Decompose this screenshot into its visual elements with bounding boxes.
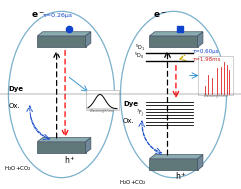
Text: τ=0.26μs: τ=0.26μs bbox=[42, 13, 72, 18]
Polygon shape bbox=[37, 142, 86, 153]
Polygon shape bbox=[37, 32, 91, 36]
Text: τ=1.98ms: τ=1.98ms bbox=[193, 57, 221, 62]
Polygon shape bbox=[86, 32, 91, 47]
FancyBboxPatch shape bbox=[198, 56, 233, 95]
Text: H$_2$O+CO$_2$: H$_2$O+CO$_2$ bbox=[119, 178, 147, 187]
Text: h$^+$: h$^+$ bbox=[64, 154, 76, 166]
Text: Ox.: Ox. bbox=[123, 118, 135, 124]
Polygon shape bbox=[149, 36, 198, 47]
Text: $^5$D$_1$: $^5$D$_1$ bbox=[134, 43, 145, 53]
Polygon shape bbox=[37, 36, 86, 47]
Text: Dye: Dye bbox=[8, 86, 24, 92]
Text: Ox.: Ox. bbox=[8, 103, 20, 109]
Text: Dye: Dye bbox=[123, 101, 138, 107]
Text: τ=0.60μs: τ=0.60μs bbox=[193, 50, 219, 54]
Polygon shape bbox=[198, 32, 203, 47]
Text: Wavelength (nm): Wavelength (nm) bbox=[204, 94, 228, 98]
Polygon shape bbox=[198, 155, 203, 170]
FancyBboxPatch shape bbox=[86, 90, 119, 110]
Polygon shape bbox=[149, 159, 198, 170]
Polygon shape bbox=[149, 32, 203, 36]
Polygon shape bbox=[86, 138, 91, 153]
Text: e$^-$: e$^-$ bbox=[31, 10, 45, 20]
Text: H$_2$O+CO$_2$: H$_2$O+CO$_2$ bbox=[4, 164, 32, 173]
Text: e$^-$: e$^-$ bbox=[153, 10, 167, 20]
Polygon shape bbox=[37, 138, 91, 142]
Text: Wavelength (nm): Wavelength (nm) bbox=[90, 109, 114, 113]
Text: $^7$F$_J$: $^7$F$_J$ bbox=[136, 108, 145, 119]
Text: $^5$D$_0$: $^5$D$_0$ bbox=[134, 51, 145, 61]
Text: h$^+$: h$^+$ bbox=[175, 170, 187, 182]
Polygon shape bbox=[149, 155, 203, 159]
